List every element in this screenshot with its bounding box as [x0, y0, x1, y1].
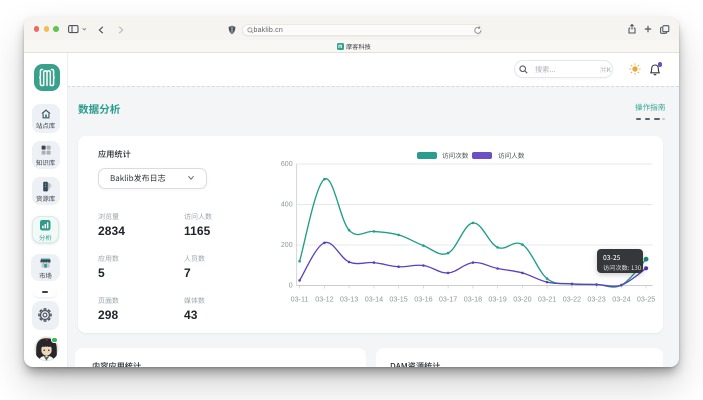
svg-text:03-12: 03-12 [316, 294, 334, 303]
svg-text:03-24: 03-24 [613, 294, 631, 303]
svg-text:03-19: 03-19 [489, 294, 507, 303]
svg-text:0: 0 [289, 282, 293, 289]
svg-text:03-22: 03-22 [563, 294, 581, 303]
svg-text:03-25: 03-25 [637, 294, 655, 303]
svg-text:600: 600 [281, 161, 293, 168]
svg-text:03-14: 03-14 [365, 294, 383, 303]
svg-text:03-23: 03-23 [588, 294, 606, 303]
svg-text:03-13: 03-13 [340, 294, 358, 303]
svg-text:03-17: 03-17 [439, 294, 457, 303]
svg-text:03-11: 03-11 [291, 294, 309, 303]
svg-text:03-21: 03-21 [538, 294, 556, 303]
svg-text:400: 400 [281, 201, 293, 208]
svg-text:200: 200 [281, 242, 293, 249]
svg-text:03-15: 03-15 [390, 294, 408, 303]
svg-text:03-20: 03-20 [514, 294, 532, 303]
svg-text:03-16: 03-16 [415, 294, 433, 303]
svg-text:03-18: 03-18 [464, 294, 482, 303]
